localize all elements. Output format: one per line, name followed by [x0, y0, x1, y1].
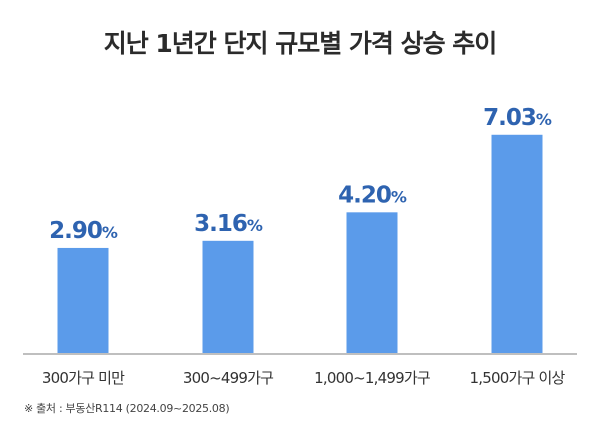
bar — [57, 247, 109, 353]
value-label: 4.20% — [338, 182, 407, 208]
value-label: 2.90% — [49, 218, 118, 244]
value-label: 3.16% — [194, 211, 263, 237]
source-note: ※ 출처 : 부동산R114 (2024.09~2025.08) — [24, 402, 230, 415]
category-label: 300~499가구 — [183, 369, 273, 387]
chart-title: 지난 1년간 단지 규모별 가격 상승 추이 — [103, 29, 498, 58]
bar — [346, 212, 398, 353]
bar — [491, 134, 543, 353]
category-label: 1,500가구 이상 — [470, 369, 566, 387]
category-label: 300가구 미만 — [42, 369, 125, 387]
bar — [202, 240, 254, 353]
category-label: 1,000~1,499가구 — [314, 369, 430, 387]
value-label: 7.03% — [483, 105, 552, 131]
